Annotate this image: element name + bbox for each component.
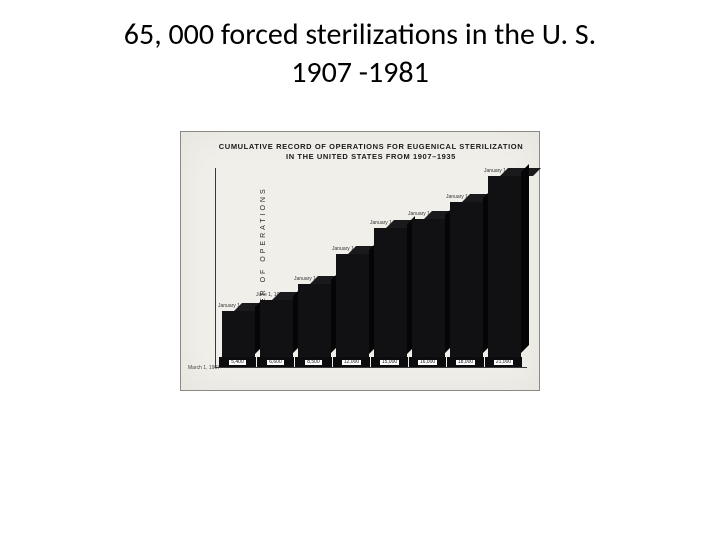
bar-base: 12,000: [333, 357, 370, 367]
bar-base: 16,000: [409, 357, 446, 367]
bar-3d: [260, 300, 293, 357]
bar-3d: [336, 254, 369, 358]
page-title: 65, 000 forced sterilizations in the U. …: [124, 16, 596, 91]
bar-3d: [450, 202, 483, 357]
bar-front: [488, 176, 521, 357]
bar-base: 5,400: [219, 357, 256, 367]
chart-bar: January 1, 19285,400: [222, 303, 255, 368]
bar-base: 6,600: [257, 357, 294, 367]
bar-front: [222, 311, 255, 358]
chart-bar: June 1, 19296,600: [260, 292, 293, 367]
bar-3d: [222, 311, 255, 358]
bar-base: 21,000: [485, 357, 522, 367]
chart-title-line-2: IN THE UNITED STATES FROM 1907–1935: [286, 152, 456, 161]
chart-bar: January 1, 193112,000: [336, 246, 369, 368]
chart-bar: January 1, 193521,000: [488, 168, 521, 367]
bar-side-face: [521, 164, 529, 353]
chart-bar: January 1, 193215,000: [374, 220, 407, 368]
bar-base-label: 18,000: [456, 360, 475, 365]
chart-bar: January 1, 193418,000: [450, 194, 483, 367]
bar-base-label: 12,000: [342, 360, 361, 365]
chart-title: CUMULATIVE RECORD OF OPERATIONS FOR EUGE…: [215, 142, 527, 162]
bar-base-label: 21,000: [494, 360, 513, 365]
bar-base: 8,500: [295, 357, 332, 367]
bar-front: [298, 284, 331, 357]
bar-base-label: 5,400: [229, 360, 246, 365]
bar-front: [374, 228, 407, 358]
chart-bars-group: January 1, 19285,400June 1, 19296,600Jan…: [216, 168, 527, 367]
bar-base: 18,000: [447, 357, 484, 367]
bar-3d: [374, 228, 407, 358]
bar-front: [260, 300, 293, 357]
bar-front: [336, 254, 369, 358]
bar-base: 15,000: [371, 357, 408, 367]
bar-3d: [412, 219, 445, 357]
chart-bar: January 1, 193316,000: [412, 211, 445, 367]
bar-front: [450, 202, 483, 357]
chart-plot-area: March 1, 1907 January 1, 19285,400June 1…: [215, 168, 527, 368]
bar-base-label: 8,500: [305, 360, 322, 365]
bar-base-label: 16,000: [418, 360, 437, 365]
bar-base-label: 15,000: [380, 360, 399, 365]
title-line-1: 65, 000 forced sterilizations in the U. …: [124, 16, 596, 53]
chart-bar: January 1, 19308,500: [298, 276, 331, 367]
bar-3d: [298, 284, 331, 357]
slide: 65, 000 forced sterilizations in the U. …: [0, 0, 720, 540]
chart-title-line-1: CUMULATIVE RECORD OF OPERATIONS FOR EUGE…: [219, 142, 523, 151]
title-line-2: 1907 -1981: [291, 54, 429, 91]
bar-base-label: 6,600: [267, 360, 284, 365]
bar-front: [412, 219, 445, 357]
chart-container: CUMULATIVE RECORD OF OPERATIONS FOR EUGE…: [180, 131, 540, 391]
bar-3d: [488, 176, 521, 357]
